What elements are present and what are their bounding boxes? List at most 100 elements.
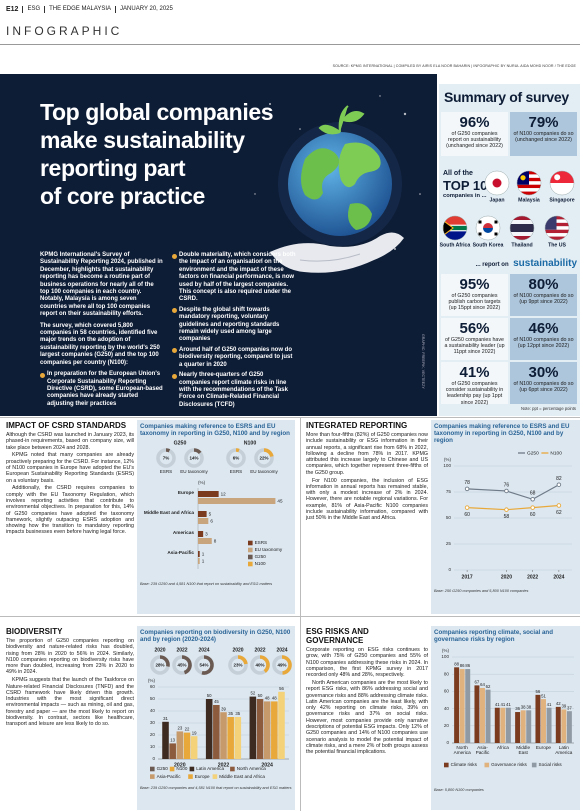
y-tick-label: 80 [444, 671, 450, 676]
data-label: 82 [556, 476, 562, 482]
bar-value: 37 [567, 705, 572, 710]
bar [190, 736, 198, 759]
y-tick-label: 60 [150, 684, 156, 689]
section-paragraph: KPMG suggests that the launch of the Tas… [6, 677, 134, 728]
legend-label: Governance risks [491, 762, 527, 767]
stat-value: 41% [459, 364, 490, 381]
countries-lead: companies in ... [443, 193, 487, 199]
flag-stripe [510, 224, 534, 232]
flag-trigram [478, 232, 482, 236]
bullet-marker [172, 308, 177, 314]
flag-stripe [517, 191, 541, 195]
summary-note: Note: ppt = percentage points [520, 406, 576, 411]
bullet-text: Despite the global shift towards mandato… [179, 306, 280, 343]
donut-year: 2020 [154, 647, 165, 653]
x-tick-label: 2017 [462, 574, 473, 580]
y-tick-label: 0 [446, 740, 449, 745]
chart-panel: Companies reporting climate, social and … [431, 626, 580, 810]
flag-ring [516, 170, 542, 196]
legend-label: Latin America [196, 766, 224, 771]
stat-text: of G250 companies publish carbon targets… [448, 293, 501, 312]
bar [520, 710, 526, 743]
headline-line: reporting part [40, 155, 186, 181]
bar [526, 710, 532, 743]
donut-label: EU taxonomy [250, 469, 278, 474]
country-name: Singapore [549, 197, 574, 203]
country-flags: Japan Malaysia Singapore South Africa South … [440, 170, 575, 248]
section-paragraph: More than four-fifths (82%) of G250 comp… [306, 432, 428, 476]
bar [198, 518, 209, 524]
donut-value: 49% [277, 663, 286, 668]
bar [198, 511, 207, 517]
legend-swatch [212, 774, 218, 779]
hero-panel: Top global companies make sustainability r… [0, 74, 437, 416]
donut-year: 2024 [276, 647, 287, 653]
plot-area: 0 25 50 75 100 (%) 2017 2020 2022 2024 78 76 68 82 60 5… [434, 446, 578, 588]
flag-trigram [494, 220, 498, 224]
bar-value: 1 [202, 558, 205, 563]
x-tick-label: 2022 [218, 762, 230, 768]
bar-value: 35 [235, 711, 240, 716]
page-number: E12 [6, 6, 19, 13]
legend-swatch [444, 762, 449, 768]
countries-lead: All of the [443, 170, 473, 177]
section-title: IMPACT OF CSRD STANDARDS [6, 421, 127, 430]
section-paragraph: For N100 companies, the inclusion of ESG… [306, 477, 428, 522]
bar [198, 491, 219, 497]
x-tick-label: Latin America [555, 745, 573, 756]
chart: 202028%202245%202454%202023%202240%20244… [148, 647, 292, 779]
legend-swatch [248, 540, 253, 546]
stat-box: 56% of G250 companies have a sustainabili… [441, 318, 508, 360]
section-title: BIODIVERSITY [6, 627, 63, 636]
hero-art [229, 95, 421, 273]
y-axis-label: (%) [442, 648, 450, 653]
x-tick-label: 2024 [261, 762, 273, 768]
flag-stripe [517, 184, 541, 189]
bar-value: 51 [541, 693, 546, 698]
divider [0, 417, 580, 418]
stat-value: 95% [459, 276, 490, 293]
chart-panel: Companies making reference to ESRS and E… [137, 420, 295, 614]
chart-note: Base: 239 G250 companies and 4,581 N100 … [140, 786, 292, 790]
section-title: ESG RISKS AND GOVERNANCE [306, 627, 369, 645]
bar [198, 498, 276, 504]
article-section: INTEGRATED REPORTING More than four-fifth… [306, 421, 428, 523]
stat-box: 30% of N100 companies do so (up 6ppt sinc… [510, 362, 577, 404]
flag-stripe [545, 216, 569, 220]
x-tick-label: North America [453, 745, 471, 756]
data-point [530, 497, 535, 502]
bar-value: 41 [500, 702, 505, 707]
plot-area: 0 20 40 60 80 100 (%) 88 86 86 67 64 62 41 41 41 36 38 38 5… [434, 645, 578, 787]
y-tick-label: 50 [446, 515, 452, 520]
bar-value: 39 [561, 704, 566, 709]
flag-stripe [545, 222, 569, 227]
donut-arc [281, 655, 292, 675]
chart-panel: Companies making reference to ESRS and E… [431, 420, 580, 614]
bar [474, 685, 480, 743]
flag-ring [442, 215, 468, 241]
bar [500, 707, 506, 743]
bar-value: 67 [475, 680, 480, 685]
bar [494, 707, 500, 743]
bar [485, 689, 491, 743]
chart-note: Base: 250 G250 companies and 5,800 N100 … [434, 589, 529, 593]
series-line [467, 504, 559, 511]
bar-value: 50 [207, 693, 212, 698]
bar [278, 691, 285, 759]
bullet-marker [172, 348, 177, 354]
donut-value: 40% [255, 663, 264, 668]
bar-value: 3 [205, 531, 208, 536]
bar [220, 712, 227, 759]
bar-value: 39 [221, 706, 226, 711]
flag-stripe [545, 236, 569, 240]
chart-note: Base: 5,800 N100 companies [434, 788, 484, 792]
headline-line: of core practice [40, 183, 205, 209]
legend-label: Middle East and Africa [219, 774, 265, 779]
legend-swatch [188, 774, 193, 779]
flag-yin [483, 228, 493, 233]
legend-label: G250 [157, 766, 169, 771]
donut-arc [259, 655, 270, 673]
country-name: Japan [490, 197, 505, 203]
legend-swatch [150, 766, 155, 772]
stat-text: of G250 companies consider sustainabilit… [445, 381, 504, 406]
